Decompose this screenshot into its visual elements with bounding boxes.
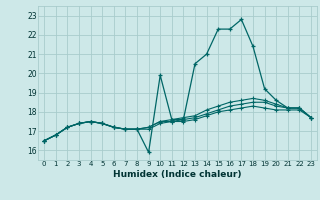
X-axis label: Humidex (Indice chaleur): Humidex (Indice chaleur) (113, 170, 242, 179)
